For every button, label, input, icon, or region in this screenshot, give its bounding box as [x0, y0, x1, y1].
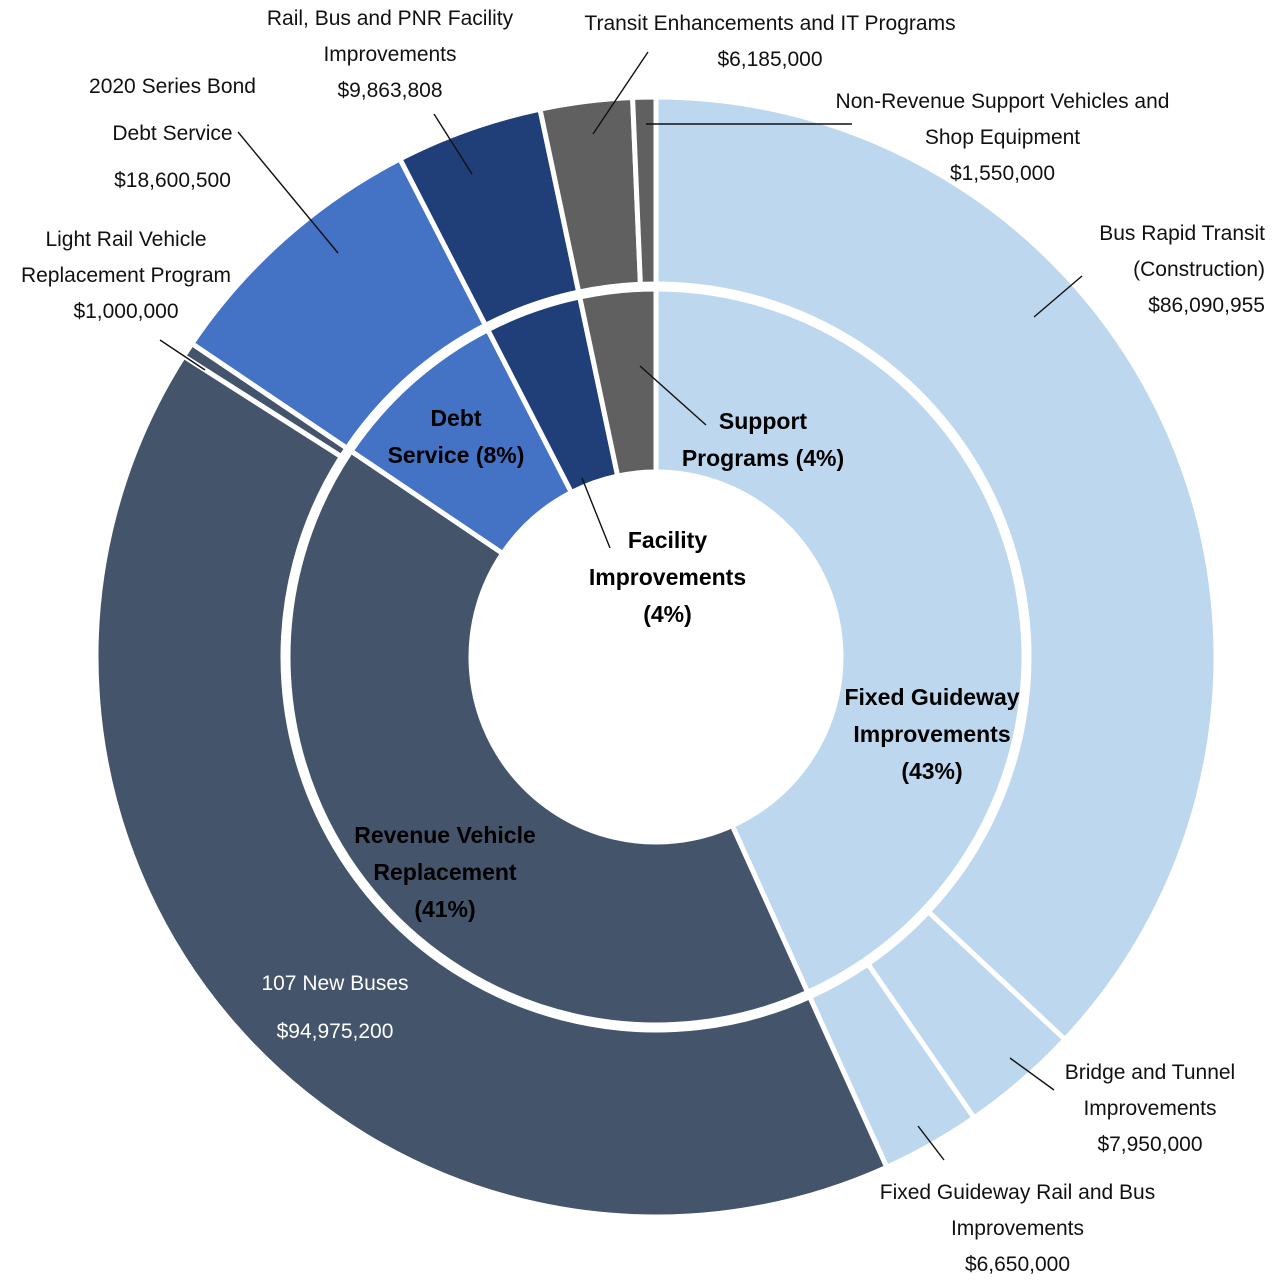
inner-slice-fixed_guideway: [653, 286, 1027, 995]
leader-light-rail-vehicle: [159, 339, 206, 371]
leader-bus-rapid-transit: [1033, 275, 1083, 318]
leader-facility: [581, 477, 611, 549]
label-bus-rapid-transit: Bus Rapid Transit (Construction) $86,090…: [1099, 222, 1265, 317]
inner-slice-revenue_vehicle: [285, 448, 811, 1028]
leader-fixed-guideway-rail-bus: [917, 1125, 945, 1161]
sunburst-rings: [93, 94, 1219, 1220]
leader-lines: [159, 51, 1083, 1161]
leader-2020-series-bond: [237, 131, 339, 254]
label-2020-series-bond: 2020 Series Bond Debt Service $18,600,50…: [89, 75, 256, 192]
label-rail-bus-pnr-facility: Rail, Bus and PNR Facility Improvements …: [266, 7, 514, 102]
label-bridge-tunnel: Bridge and Tunnel Improvements $7,950,00…: [1064, 1061, 1236, 1156]
label-inner-debt-service: Debt Service (8%): [387, 405, 525, 468]
label-inner-fixed-guideway: Fixed Guideway Improvements (43%): [844, 684, 1020, 784]
leader-transit-enhancements: [592, 51, 649, 135]
label-inner-support: Support Programs (4%): [681, 408, 845, 471]
leader-bridge-tunnel: [1009, 1057, 1055, 1091]
outer-slice-3: [93, 353, 890, 1220]
label-transit-enhancements: Transit Enhancements and IT Programs $6,…: [584, 12, 956, 71]
label-inner-revenue-vehicle: Revenue Vehicle Replacement (41%): [354, 822, 536, 922]
label-light-rail-vehicle: Light Rail Vehicle Replacement Program $…: [20, 228, 232, 323]
label-inner-facility: Facility Improvements (4%): [588, 527, 747, 627]
label-non-revenue-support: Non-Revenue Support Vehicles and Shop Eq…: [835, 90, 1170, 185]
outer-slice-8: [630, 94, 659, 287]
outer-slice-0: [653, 94, 1219, 1043]
label-fixed-guideway-rail-bus: Fixed Guideway Rail and Bus Improvements…: [879, 1181, 1156, 1276]
label-new-buses: 107 New Buses $94,975,200: [261, 972, 409, 1043]
leader-support-programs: [639, 365, 707, 426]
leader-rail-bus-pnr-facility: [433, 113, 473, 175]
